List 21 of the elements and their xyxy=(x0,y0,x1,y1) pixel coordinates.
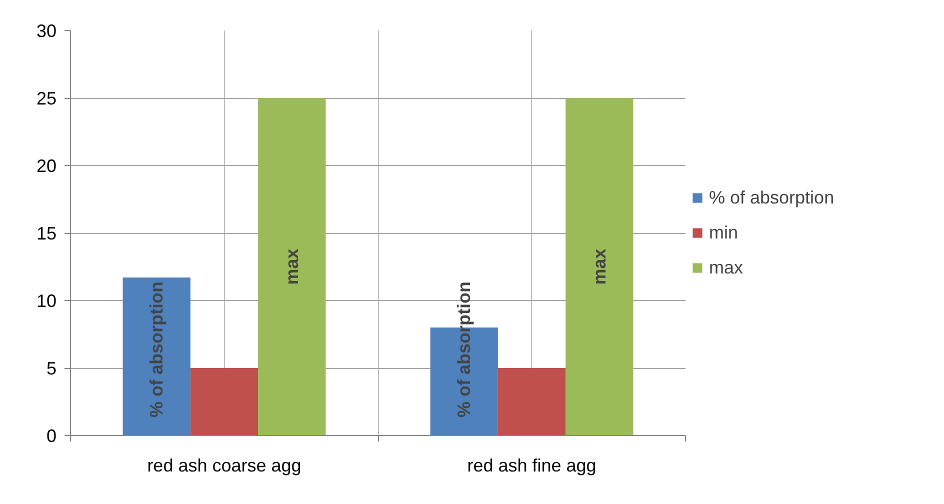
bar xyxy=(122,278,190,436)
y-tick-label: 15 xyxy=(36,224,57,244)
x-tick-label: red ash fine agg xyxy=(467,456,596,476)
y-tick-label: 20 xyxy=(36,156,57,176)
legend-label: min xyxy=(709,222,738,243)
bar xyxy=(498,368,566,436)
y-tick-label: 25 xyxy=(36,88,57,108)
bar xyxy=(190,368,258,436)
annotation: % of absorption xyxy=(454,282,474,418)
legend-label: % of absorption xyxy=(709,187,834,208)
y-tick-label: 30 xyxy=(36,21,57,41)
y-tick-label: 0 xyxy=(46,426,57,446)
legend-label: max xyxy=(709,257,744,278)
bar xyxy=(566,98,634,436)
annotation: % of absorption xyxy=(146,282,167,418)
annotation: max xyxy=(282,248,302,285)
bar xyxy=(258,98,326,436)
y-tick-label: 5 xyxy=(46,358,57,378)
y-tick-label: 10 xyxy=(36,291,57,311)
annotation: max xyxy=(589,248,610,285)
x-tick-label: red ash coarse agg xyxy=(147,456,302,476)
